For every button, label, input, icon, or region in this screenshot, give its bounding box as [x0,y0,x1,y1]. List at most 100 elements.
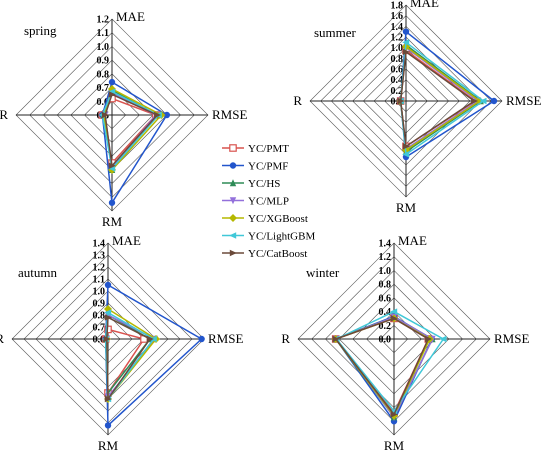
tick-label: 1.0 [93,287,106,298]
axis-label-rm: RM [396,200,417,215]
series-point [397,97,405,105]
tick-label: 1.2 [97,15,110,26]
tick-label: 0.6 [97,97,110,108]
series-point [390,308,398,315]
radar-panel-autumn: 0.60.70.80.91.01.11.21.31.4 MAE RMSE RM Raut… [0,233,243,453]
series-point [198,335,205,343]
tick-label: 1.6 [391,11,404,22]
series-point [108,165,116,172]
series-point [154,111,162,119]
legend-label: YC/MLP [248,196,289,208]
series-point [390,411,398,418]
axis-label-r: R [0,107,8,122]
series-point [104,309,112,316]
legend-label: YC/CatBoost [248,248,307,260]
legend-marker [229,144,237,152]
series-point [108,78,116,86]
tick-label: 1.4 [391,22,404,33]
axis-label-rmse: RMSE [212,107,247,122]
tick-label: 1.1 [97,28,110,39]
tick-label: 0.4 [379,307,392,318]
tick-label: 1.2 [379,252,392,263]
axis-label-mae: MAE [410,0,439,10]
tick-label: 0.8 [379,280,392,291]
tick-label: 1.4 [93,239,106,250]
tick-label: 1.3 [93,251,106,262]
legend-label: YC/HS [248,178,280,190]
legend-label: YC/PMF [248,161,288,173]
series-point [108,91,116,98]
series-line [399,46,479,150]
tick-label: 1.2 [93,263,106,274]
panel-title: spring [24,23,57,38]
legend-label: YC/XGBoost [248,213,308,225]
series-point [332,335,340,343]
tick-label: 0.0 [391,97,404,108]
legend-marker [229,162,237,169]
series-point [402,48,410,56]
series-point [425,335,433,343]
tick-label: 0.7 [97,83,110,94]
tick-label: 0.9 [93,299,106,310]
legend-marker [229,197,237,205]
tick-label: 0.6 [391,65,404,76]
legend-label: YC/PMT [248,143,289,155]
axis-label-rm: RM [102,214,123,229]
tick-label: 0.8 [97,69,110,80]
axis-label-rm: RM [384,438,405,452]
series-point [104,314,112,321]
tick-label: 0.9 [97,56,110,67]
series-line [399,30,495,158]
series-point [104,281,112,289]
legend-marker [229,179,237,187]
tick-label: 1.0 [391,43,404,54]
tick-label: 0.6 [379,293,392,304]
series-point [402,151,410,158]
tick-label: 1.0 [97,42,110,53]
tick-label: 0.0 [379,335,392,346]
series-point [479,97,487,105]
series-point [439,335,447,343]
series-point [101,111,109,119]
tick-label: 1.1 [93,275,106,286]
legend-marker [229,249,237,257]
series-point [471,97,479,105]
series-point [146,335,154,343]
series-point [402,28,410,35]
axis-label-rmse: RMSE [208,331,243,346]
tick-label: 0.2 [379,321,392,332]
series-point [163,111,171,119]
axis-label-rmse: RMSE [506,93,541,108]
axis-label-r: R [281,331,290,346]
series-point [490,97,498,105]
panel-title: summer [314,25,357,40]
legend: YC/PMT YC/PMF YC/HS YC/MLP YC/XGBoost YC/Ligh… [222,143,315,260]
series-line [104,284,203,427]
series-point [402,39,410,46]
tick-label: 0.6 [93,335,106,346]
legend-marker [229,214,237,222]
series-point [402,143,410,150]
series-point [104,422,112,429]
axis-label-rm: RM [98,438,119,452]
tick-label: 0.8 [391,54,404,65]
legend-label: YC/LightGBM [248,231,315,243]
tick-label: 0.2 [391,86,404,97]
axis-label-mae: MAE [398,233,427,248]
axis-label-mae: MAE [116,9,145,24]
series-point [108,162,116,169]
tick-label: 0.4 [391,75,404,86]
series-point [108,88,116,95]
axis-label-r: R [0,331,4,346]
tick-label: 0.8 [93,311,106,322]
axis-label-mae: MAE [112,233,141,248]
series-point [108,199,116,206]
tick-label: 1.2 [391,33,404,44]
tick-label: 1.8 [391,1,404,12]
series-point [103,335,111,343]
panel-title: winter [306,265,340,280]
